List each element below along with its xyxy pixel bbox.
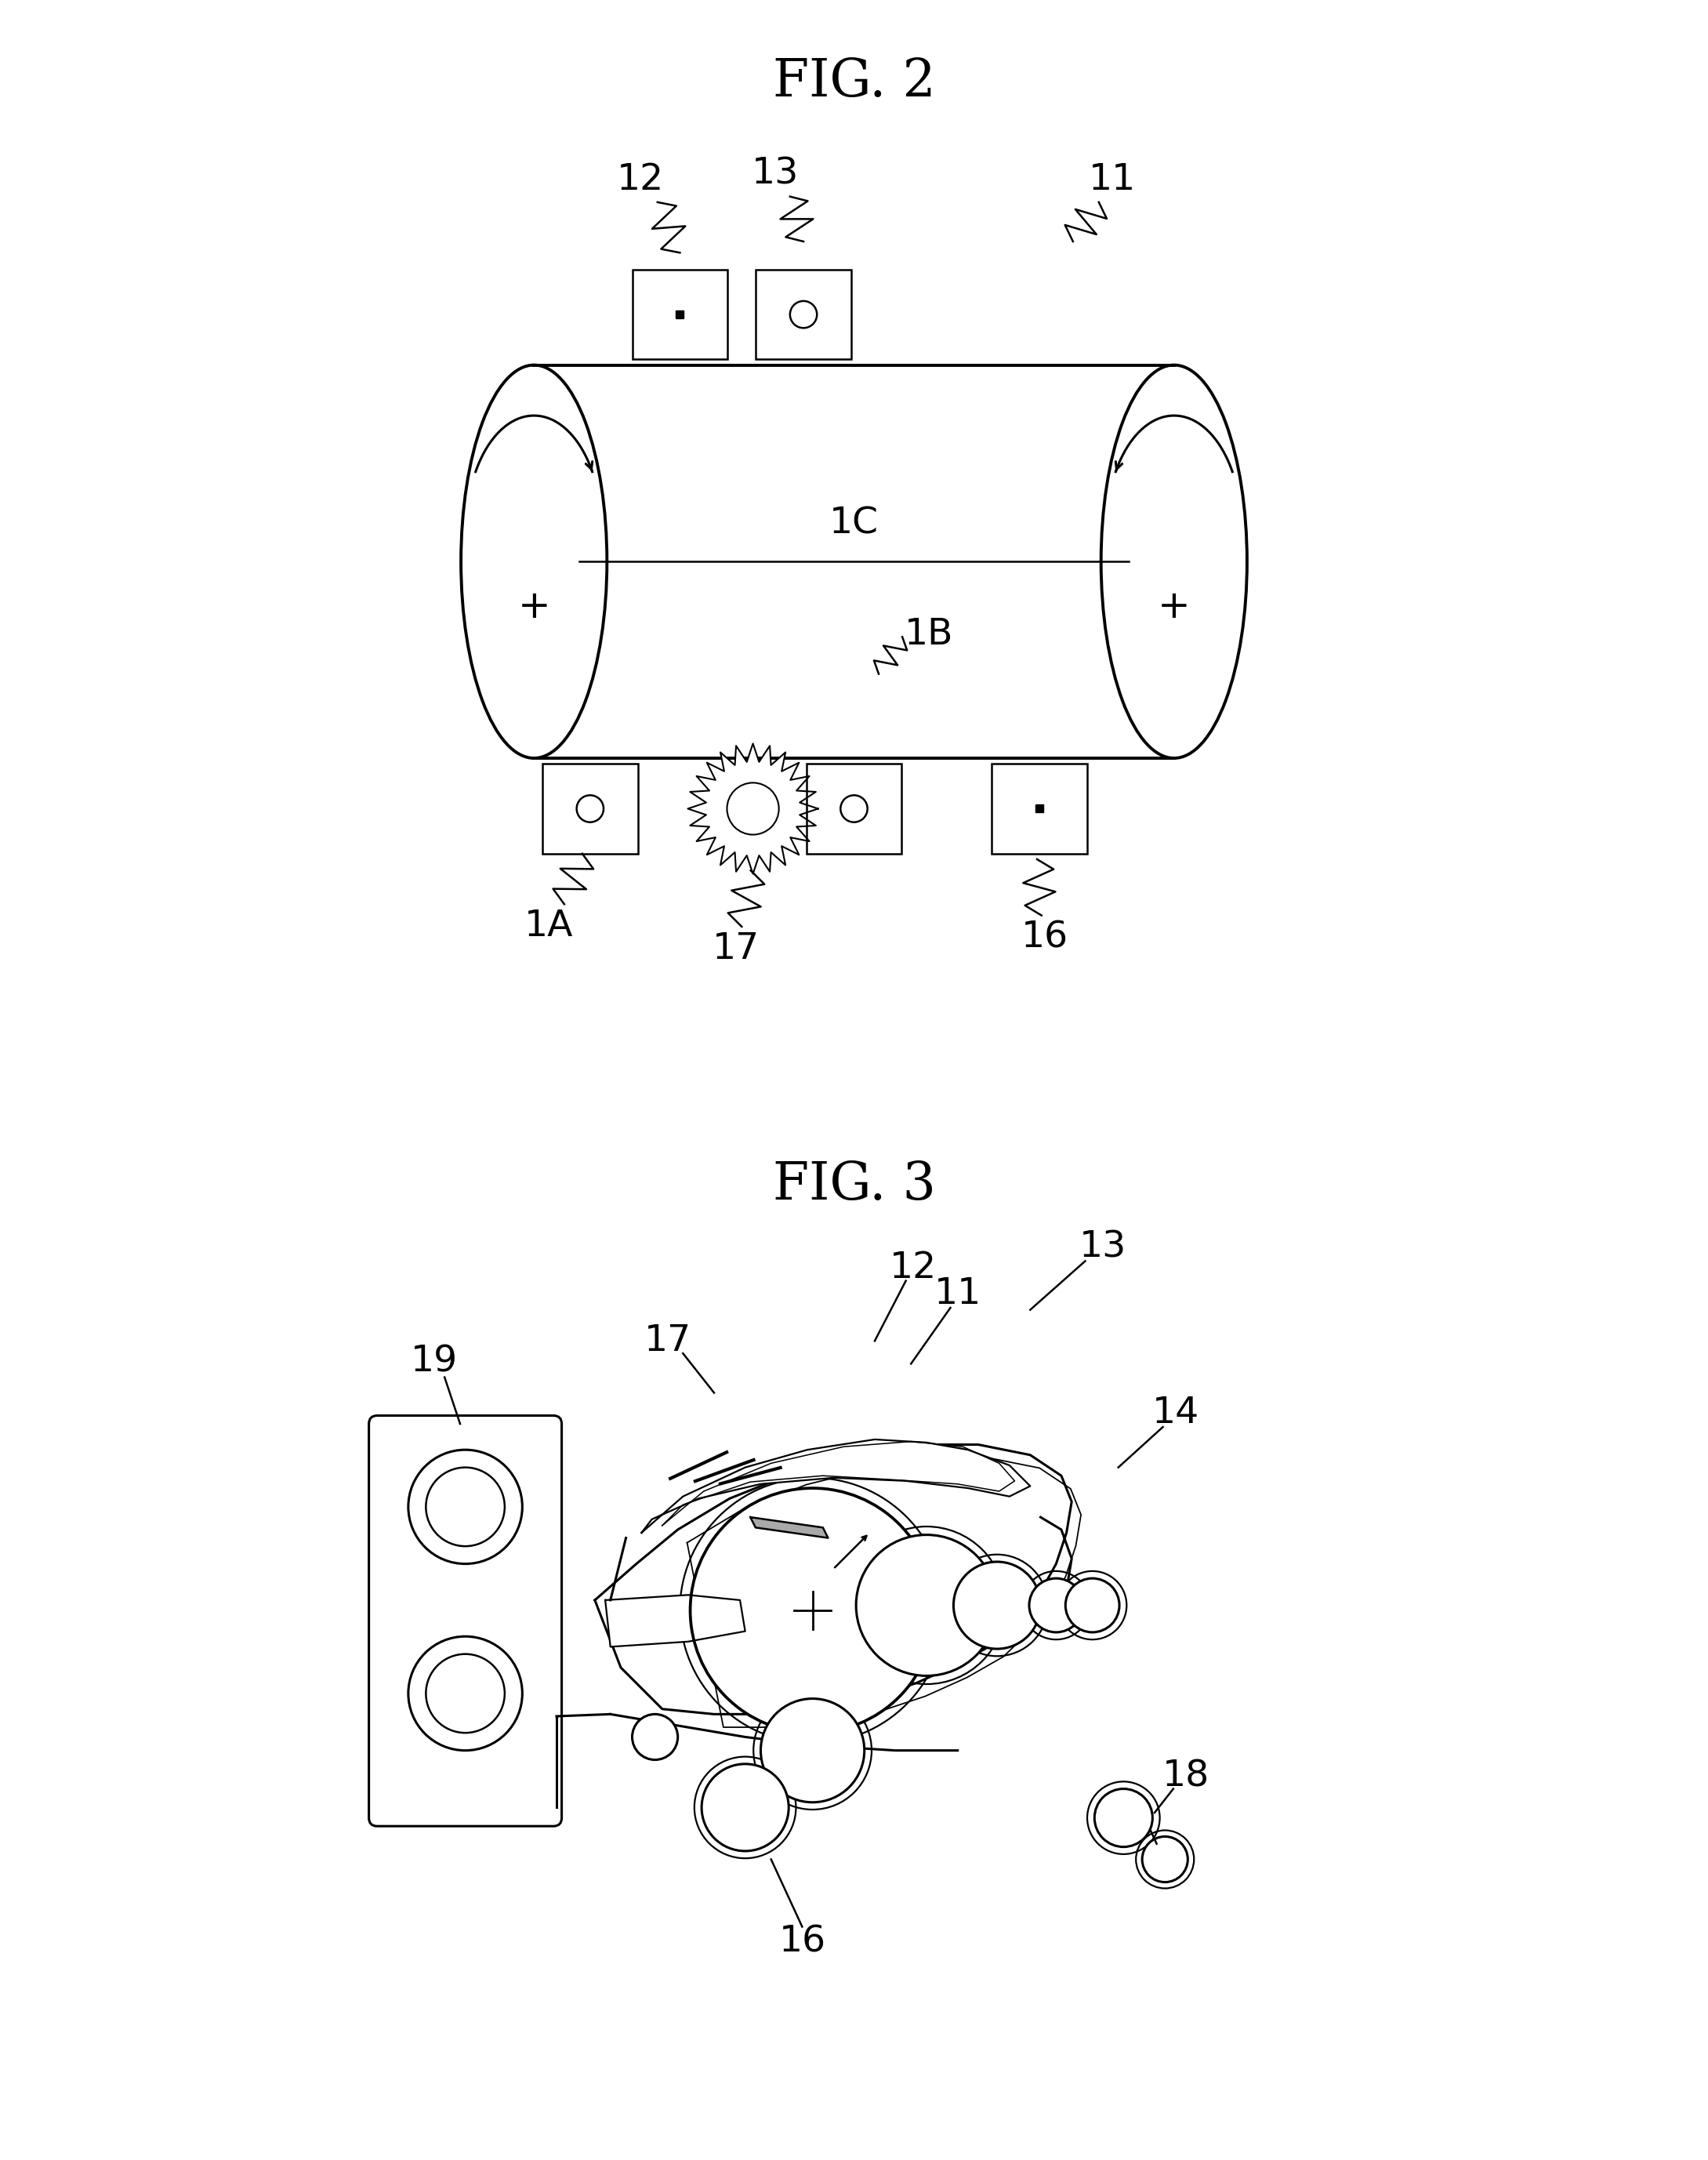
Text: 13: 13 (1079, 1229, 1126, 1266)
Text: 16: 16 (1021, 920, 1069, 955)
Text: 19: 19 (410, 1344, 458, 1380)
Circle shape (1066, 1579, 1119, 1633)
Bar (632, 270, 728, 359)
Text: FIG. 3: FIG. 3 (772, 1160, 936, 1210)
Circle shape (1143, 1836, 1187, 1881)
FancyBboxPatch shape (535, 365, 1173, 758)
Bar (543, 765, 637, 853)
FancyBboxPatch shape (369, 1415, 562, 1825)
Text: 16: 16 (779, 1925, 825, 1959)
Circle shape (702, 1765, 789, 1851)
Text: +: + (518, 588, 550, 626)
Text: 14: 14 (1151, 1395, 1199, 1432)
Circle shape (408, 1449, 523, 1564)
Text: 11: 11 (1088, 162, 1136, 197)
Text: 1A: 1A (524, 909, 574, 944)
Circle shape (425, 1655, 504, 1732)
Polygon shape (605, 1594, 745, 1646)
Circle shape (408, 1637, 523, 1750)
Polygon shape (688, 743, 818, 875)
Polygon shape (594, 1445, 1071, 1715)
Circle shape (953, 1562, 1040, 1648)
Text: 1C: 1C (830, 505, 878, 542)
Text: 11: 11 (934, 1277, 982, 1311)
Circle shape (1030, 1579, 1083, 1633)
Text: 12: 12 (617, 162, 664, 197)
Circle shape (690, 1488, 934, 1732)
Text: 12: 12 (890, 1251, 936, 1285)
Circle shape (425, 1467, 504, 1547)
Polygon shape (642, 1439, 1030, 1534)
Circle shape (728, 782, 779, 834)
Circle shape (760, 1698, 864, 1801)
Bar (755, 270, 851, 359)
Text: 18: 18 (1161, 1758, 1209, 1795)
Circle shape (856, 1536, 997, 1676)
Bar (992, 765, 1086, 853)
Ellipse shape (461, 365, 606, 758)
Text: +: + (1158, 588, 1190, 626)
Text: 17: 17 (644, 1324, 692, 1359)
Text: 13: 13 (752, 156, 799, 192)
Bar (806, 765, 902, 853)
Text: FIG. 2: FIG. 2 (772, 56, 936, 108)
Ellipse shape (1102, 365, 1247, 758)
Circle shape (1095, 1788, 1153, 1847)
Text: 1B: 1B (905, 618, 953, 652)
Text: 17: 17 (712, 931, 760, 968)
Circle shape (632, 1715, 678, 1760)
Polygon shape (750, 1516, 828, 1538)
